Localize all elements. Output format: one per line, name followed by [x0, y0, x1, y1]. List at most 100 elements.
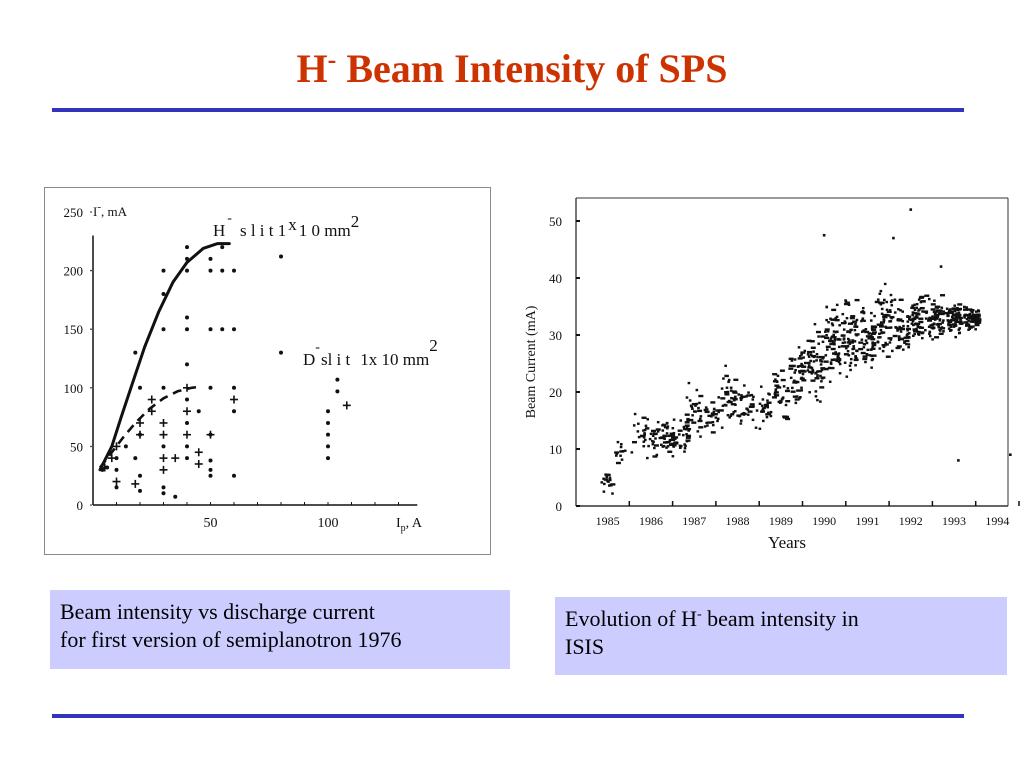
data-point [843, 341, 847, 344]
data-point [860, 330, 864, 333]
data-point [728, 399, 731, 403]
data-point [862, 346, 866, 349]
data-point [782, 385, 786, 388]
data-point [949, 320, 953, 324]
data-point [890, 304, 894, 307]
data-point [728, 416, 731, 419]
data-point [914, 322, 918, 325]
data-point [774, 388, 778, 391]
data-point [800, 386, 803, 389]
data-point [884, 341, 887, 345]
data-point [897, 319, 903, 322]
data-point [654, 437, 657, 440]
data-point [642, 436, 646, 439]
data-point [897, 318, 903, 321]
data-point [954, 324, 957, 327]
data-point [847, 341, 853, 344]
data-point [899, 309, 902, 312]
data-point [896, 318, 900, 321]
data-point [846, 330, 850, 333]
data-point [777, 386, 780, 389]
data-point [893, 311, 897, 314]
data-point [704, 410, 710, 414]
data-point [844, 300, 848, 303]
data-point [881, 344, 887, 347]
data-point [835, 303, 839, 307]
data-point [705, 421, 708, 425]
data-point [793, 371, 797, 374]
data-point [698, 426, 704, 429]
data-point [906, 315, 910, 318]
data-point [947, 319, 953, 323]
data-point [653, 446, 656, 450]
data-point [858, 341, 864, 344]
data-point [933, 317, 939, 320]
data-point [677, 433, 681, 436]
data-point [872, 325, 878, 329]
data-point [878, 325, 884, 328]
data-point [865, 352, 869, 356]
data-point [669, 434, 673, 437]
data-point [969, 325, 975, 328]
data-point [804, 361, 807, 365]
data-point [911, 306, 915, 310]
data-point [949, 328, 953, 332]
data-point [745, 395, 748, 398]
data-point [605, 473, 611, 477]
data-point [819, 359, 823, 363]
data-point [793, 358, 797, 361]
data-point [952, 323, 955, 326]
data-point [781, 397, 785, 400]
data-point [706, 424, 709, 427]
data-point [862, 329, 865, 332]
data-point [862, 355, 868, 358]
data-point [747, 391, 750, 394]
data-point [879, 321, 885, 324]
data-point [695, 402, 699, 406]
data-point [838, 372, 842, 375]
data-point [807, 364, 811, 367]
data-point [844, 299, 847, 302]
data-point [668, 439, 672, 443]
data-point [670, 442, 674, 446]
data-point [699, 415, 703, 418]
data-point [951, 307, 955, 310]
data-point [691, 407, 694, 411]
data-point [871, 341, 875, 344]
data-point [890, 316, 894, 320]
data-point [862, 311, 866, 315]
data-point [855, 334, 858, 337]
data-point [739, 396, 743, 400]
data-point [833, 352, 836, 355]
data-point [931, 327, 935, 330]
data-point [739, 398, 743, 402]
data-point [913, 303, 916, 306]
data-point [883, 282, 887, 286]
data-point [885, 300, 889, 304]
data-point [947, 314, 950, 317]
data-point [826, 330, 830, 333]
data-point [836, 356, 840, 359]
data-point [893, 298, 897, 301]
bottom-divider [52, 714, 964, 718]
data-point [675, 436, 679, 439]
data-point [682, 427, 686, 431]
data-point [837, 352, 841, 355]
right-x-tick-label: 1994 [985, 514, 1009, 528]
data-point [892, 236, 895, 240]
data-point [670, 434, 676, 437]
data-point [703, 425, 707, 428]
data-point [932, 310, 936, 314]
data-point [940, 326, 944, 329]
data-point [651, 434, 655, 438]
data-point [949, 310, 955, 313]
data-point [656, 430, 660, 433]
data-point [942, 310, 946, 313]
data-point [931, 338, 934, 341]
data-point [807, 361, 811, 365]
data-point [845, 347, 848, 350]
data-point [959, 307, 963, 311]
data-point [974, 310, 978, 313]
data-point [811, 354, 817, 358]
data-point [885, 355, 891, 358]
